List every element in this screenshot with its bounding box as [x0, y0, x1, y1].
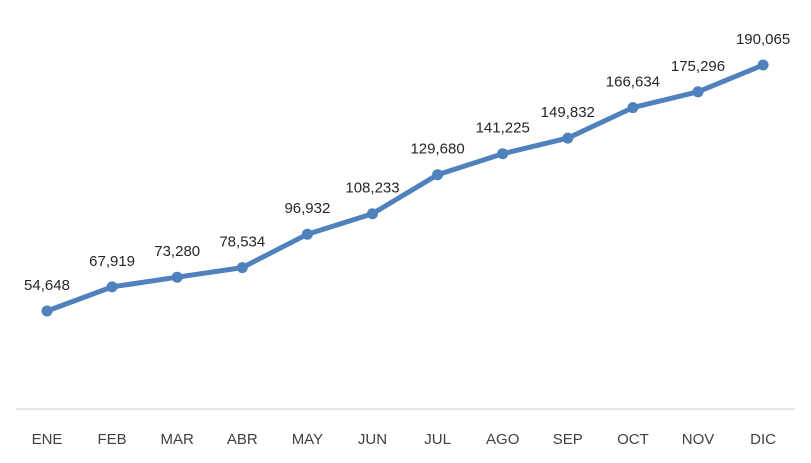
data-point	[562, 132, 574, 144]
x-tick-label: MAR	[161, 431, 195, 448]
data-point	[627, 102, 639, 114]
data-label: 73,280	[154, 243, 200, 260]
x-tick-label: FEB	[98, 431, 127, 448]
x-tick-label: AGO	[486, 431, 519, 448]
data-point	[692, 86, 704, 98]
data-label: 190,065	[736, 31, 790, 48]
data-point	[301, 228, 313, 240]
data-point	[497, 148, 509, 160]
data-label: 96,932	[284, 200, 330, 217]
data-point	[41, 305, 53, 317]
data-label: 67,919	[89, 253, 135, 270]
data-point	[757, 59, 769, 71]
x-tick-label: NOV	[682, 431, 715, 448]
x-tick-labels: ENE FEB MAR ABR MAY JUN JUL AGO SEP OCT NOV DIC	[32, 431, 777, 448]
data-label: 129,680	[410, 141, 464, 158]
data-point	[367, 208, 378, 220]
series-line	[44, 62, 766, 314]
data-point	[171, 271, 183, 283]
data-label: 108,233	[345, 180, 399, 197]
data-label: 149,832	[541, 104, 595, 121]
x-tick-label: OCT	[617, 431, 649, 448]
x-tick-label: ABR	[227, 431, 258, 448]
x-tick-label: SEP	[553, 431, 583, 448]
data-label: 175,296	[671, 58, 725, 75]
data-label: 54,648	[24, 277, 70, 294]
data-labels: 54,648 67,919 73,280 78,534 96,932 108,233 129…	[24, 31, 790, 294]
data-label: 166,634	[606, 74, 660, 91]
x-tick-label: JUN	[358, 431, 387, 448]
data-point	[236, 262, 248, 274]
x-tick-label: DIC	[750, 431, 776, 448]
x-tick-label: JUL	[424, 431, 451, 448]
data-label: 78,534	[219, 234, 265, 251]
data-point	[106, 281, 118, 293]
x-tick-label: MAY	[292, 431, 323, 448]
x-tick-label: ENE	[32, 431, 63, 448]
data-markers	[41, 59, 769, 317]
data-point	[432, 169, 444, 181]
data-label: 141,225	[476, 120, 530, 137]
